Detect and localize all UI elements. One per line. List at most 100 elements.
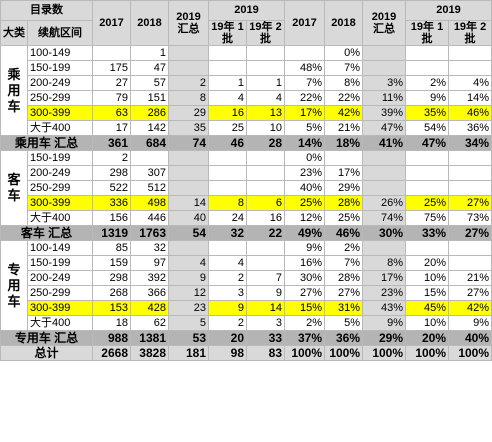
count-batch1 xyxy=(208,150,247,166)
count-batch1 xyxy=(208,240,247,256)
count-batch2: 22 xyxy=(245,225,286,241)
share-batch2: 34% xyxy=(448,135,492,151)
share-2019 xyxy=(362,60,407,76)
share-batch1: 15% xyxy=(405,285,450,301)
share-batch1: 25% xyxy=(405,195,450,211)
header-2019-group: 2019 xyxy=(207,0,286,21)
header-share-batch1: 19年 1批 xyxy=(405,20,450,46)
count-batch1: 2 xyxy=(208,315,247,331)
header-share-2018: 2018 xyxy=(324,0,364,46)
count-2017: 153 xyxy=(92,300,131,316)
count-2019 xyxy=(168,240,209,256)
count-batch1 xyxy=(208,45,247,61)
count-batch2 xyxy=(245,240,286,256)
share-batch2: 27% xyxy=(448,285,492,301)
share-batch2 xyxy=(448,45,492,61)
header-share-2017: 2017 xyxy=(284,0,326,46)
count-2019: 5 xyxy=(168,315,209,331)
count-2018: 1381 xyxy=(130,330,169,346)
share-batch1: 20% xyxy=(405,255,450,271)
share-batch1: 10% xyxy=(405,270,450,286)
count-2019 xyxy=(168,45,209,61)
count-batch2 xyxy=(245,255,286,271)
share-batch1: 75% xyxy=(405,210,450,226)
range-cell: 150-199 xyxy=(27,150,93,166)
share-batch1: 20% xyxy=(405,330,450,346)
count-2019: 74 xyxy=(168,135,209,151)
count-2017: 988 xyxy=(92,330,131,346)
share-batch1: 100% xyxy=(405,345,450,361)
count-2018: 3828 xyxy=(130,345,169,361)
share-2017: 25% xyxy=(284,195,326,211)
count-2019 xyxy=(168,60,209,76)
category-passenger: 乘用车 xyxy=(0,45,28,136)
count-batch2: 14 xyxy=(245,300,286,316)
share-2019: 23% xyxy=(362,285,407,301)
count-batch1: 4 xyxy=(208,255,247,271)
count-batch2: 6 xyxy=(245,195,286,211)
header-share-2019-group: 2019 xyxy=(405,0,492,21)
count-batch2: 9 xyxy=(245,285,286,301)
count-batch2: 7 xyxy=(245,270,286,286)
share-2018: 42% xyxy=(324,105,364,121)
count-2017: 522 xyxy=(92,180,131,196)
share-batch2 xyxy=(448,240,492,256)
table-row: 150-199 175 47 48% 7% xyxy=(1,60,492,76)
count-2019 xyxy=(168,180,209,196)
count-2019: 40 xyxy=(168,210,209,226)
range-cell: 大于400 xyxy=(27,120,93,136)
share-2018 xyxy=(324,150,364,166)
share-batch1 xyxy=(405,180,450,196)
share-2019: 41% xyxy=(362,135,407,151)
count-2017: 298 xyxy=(92,270,131,286)
share-2017: 37% xyxy=(284,330,326,346)
header-row-2: 大类 续航区间 19年 1批 19年 2批 19年 1批 19年 2批 xyxy=(0,20,492,46)
share-2018: 28% xyxy=(324,270,364,286)
count-2019: 4 xyxy=(168,255,209,271)
share-batch1: 2% xyxy=(405,75,450,91)
share-batch1 xyxy=(405,240,450,256)
share-batch1 xyxy=(405,60,450,76)
share-2019 xyxy=(362,165,407,181)
share-batch2 xyxy=(448,180,492,196)
header-2018: 2018 xyxy=(130,0,169,46)
share-2018: 28% xyxy=(324,195,364,211)
count-2018: 446 xyxy=(130,210,169,226)
count-batch1: 4 xyxy=(208,90,247,106)
count-2017: 298 xyxy=(92,165,131,181)
share-batch1 xyxy=(405,150,450,166)
count-batch2: 3 xyxy=(245,315,286,331)
count-batch1: 25 xyxy=(208,120,247,136)
share-2018: 100% xyxy=(324,345,364,361)
count-2017: 1319 xyxy=(92,225,131,241)
count-batch2: 83 xyxy=(245,345,286,361)
count-2018: 151 xyxy=(130,90,169,106)
share-2019: 39% xyxy=(362,105,407,121)
count-2019 xyxy=(168,150,209,166)
table-row: 200-249 298 392 9 2 7 30% 28% 17% 10% 21… xyxy=(1,270,492,286)
range-cell: 300-399 xyxy=(27,105,93,121)
range-cell: 200-249 xyxy=(27,270,93,286)
table-row: 250-299 522 512 40% 29% xyxy=(1,180,492,196)
header-2017: 2017 xyxy=(92,0,131,46)
share-2017: 16% xyxy=(284,255,326,271)
count-2019: 9 xyxy=(168,270,209,286)
count-2018: 428 xyxy=(130,300,169,316)
count-batch1: 1 xyxy=(208,75,247,91)
grand-total-label: 总计 xyxy=(0,345,93,361)
share-2017: 48% xyxy=(284,60,326,76)
range-cell: 300-399 xyxy=(27,300,93,316)
share-2019: 26% xyxy=(362,195,407,211)
count-2017: 159 xyxy=(92,255,131,271)
ev-catalog-table: 目录数 2017 2018 2019 汇总 2019 2017 2018 201… xyxy=(0,0,492,361)
share-batch2: 42% xyxy=(448,300,492,316)
share-2017: 12% xyxy=(284,210,326,226)
count-2019: 14 xyxy=(168,195,209,211)
count-2017: 85 xyxy=(92,240,131,256)
count-batch1: 16 xyxy=(208,105,247,121)
table-row: 专用车 100-149 85 32 9% 2% xyxy=(0,240,492,331)
count-2017: 336 xyxy=(92,195,131,211)
count-batch1: 46 xyxy=(208,135,247,151)
count-2017: 268 xyxy=(92,285,131,301)
share-2018: 22% xyxy=(324,90,364,106)
